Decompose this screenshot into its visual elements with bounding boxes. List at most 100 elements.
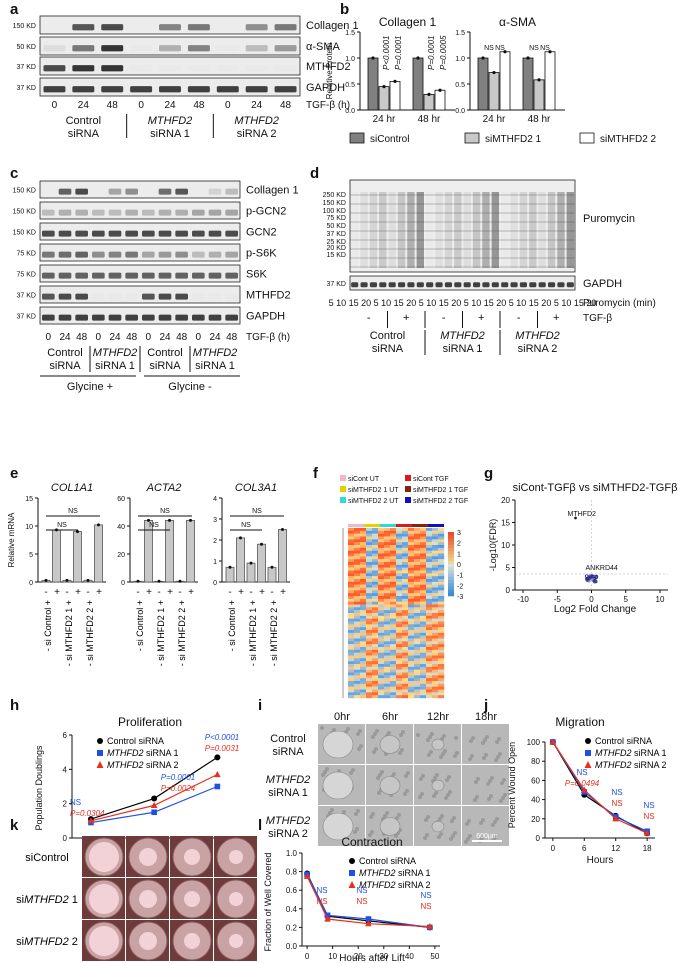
heatmap-cell [390,672,397,676]
cell-texture [378,773,382,777]
data-point [239,536,242,540]
heatmap-cell [438,587,445,591]
heatmap-cell [360,624,367,628]
heatmap-cell [354,658,361,662]
chart-title: Collagen 1 [379,15,437,29]
colorbar-step [448,570,454,574]
heatmap-cell [372,539,379,543]
cell-texture [495,740,499,744]
heatmap-cell [354,607,361,611]
group-label: - si MTHFD2 1 + [64,600,74,666]
cell-texture [468,757,472,761]
tgf-minus: - [136,587,139,598]
cell-texture [424,818,428,822]
heatmap-cell [378,641,385,645]
heatmap-cell [402,638,409,642]
heatmap-cell [420,649,427,653]
heatmap-cell [384,669,391,673]
heatmap-cell [348,596,355,600]
heatmap-cell [426,621,433,625]
heatmap-cell [348,686,355,690]
heatmap-cell [348,630,355,634]
cell-texture [445,778,449,782]
heatmap-cell [402,678,409,682]
group-label: Control [66,115,101,127]
row-label: siMTHFD2 2 [16,936,78,948]
heatmap-cell [384,528,391,532]
lane-label: 0 [96,332,102,343]
gapdh-d-band [473,282,481,288]
heatmap-cell [366,621,373,625]
cell-texture [482,756,486,760]
heatmap-cell [354,604,361,608]
cell-texture [449,837,453,841]
heatmap-cell [372,683,379,687]
data-point [324,915,331,922]
lane-smear [407,192,415,268]
heatmap-cell [438,576,445,580]
blot-a-0-band [101,24,124,31]
cell-texture [486,782,490,786]
heatmap-cell [408,584,415,588]
series-line [306,874,430,928]
group-label: 48 hr [418,114,441,125]
wound-area [379,776,401,795]
heatmap-cell [420,604,427,608]
heatmap-cell [360,570,367,574]
heatmap-cell [378,615,385,619]
heatmap-cell [396,579,403,583]
heatmap-cell [420,539,427,543]
cell-texture [430,732,434,736]
heatmap-cell [354,638,361,642]
heatmap-cell [396,573,403,577]
heatmap-cell [432,562,439,566]
stat-annotation: NS [576,768,587,777]
heatmap-cell [360,641,367,645]
series-line [552,741,648,834]
group-label: - si MTHFD2 2 + [269,600,279,666]
heatmap-cell [360,661,367,665]
blot-c-4-band [158,272,172,279]
blot-c-5-band [125,293,138,300]
heatmap-cell [414,615,421,619]
data-point [151,795,158,802]
scale-label: 600µm [476,833,498,840]
heatmap-cell [426,658,433,662]
heatmap-cell [420,528,427,532]
blot-c-3-band [75,251,88,258]
heatmap-cell [396,553,403,557]
heatmap-cell [390,627,397,631]
heatmap-cell [420,692,427,696]
heatmap-cell [372,638,379,642]
lane-smear [388,192,396,268]
cell-texture [387,731,391,735]
heatmap-cell [384,601,391,605]
panel-label-g: g [484,465,493,482]
tick-label: 5 [506,564,511,573]
lane-label: 24 [209,332,221,343]
cell-texture [349,771,353,775]
heatmap-cell [378,658,385,662]
heatmap-cell [420,686,427,690]
group-label: MTHFD2 [193,347,238,359]
heatmap-cell [414,695,421,699]
heatmap-cell [414,641,421,645]
cell-texture [356,809,360,813]
heatmap-cell [402,601,409,605]
heatmap-cell [372,584,379,588]
cell-texture [490,776,494,780]
x-axis-label: Log2 Fold Change [554,604,637,615]
heatmap-cell [426,598,433,602]
heatmap-cell [366,559,373,563]
heatmap-cell [438,590,445,594]
heatmap-cell [420,624,427,628]
data-point [157,579,161,583]
colorbar-label: -3 [457,594,463,601]
cell-texture [450,819,454,823]
kd-marker: 150 KD [13,209,36,216]
panel-label-f: f [313,465,319,482]
heatmap-cell [372,681,379,685]
blot-c-0-band [208,188,222,195]
heatmap-cell [438,678,445,682]
heatmap-cell [366,553,373,557]
